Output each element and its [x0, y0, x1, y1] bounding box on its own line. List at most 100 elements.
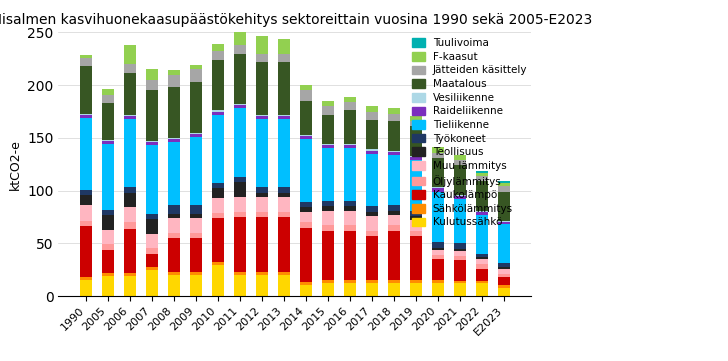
Bar — [124, 119, 136, 187]
Bar — [256, 53, 268, 62]
Bar — [476, 264, 488, 269]
Bar — [498, 224, 510, 263]
Bar — [410, 216, 422, 220]
Bar — [190, 82, 202, 132]
Bar — [476, 281, 488, 283]
Bar — [344, 97, 356, 102]
Bar — [190, 238, 202, 272]
Bar — [432, 280, 444, 283]
Bar — [190, 69, 202, 82]
Bar — [278, 119, 290, 187]
Bar — [278, 197, 290, 212]
Bar — [278, 115, 290, 116]
Bar — [410, 236, 422, 280]
Bar — [476, 254, 488, 257]
Bar — [102, 250, 114, 273]
Bar — [322, 148, 334, 201]
Bar — [498, 288, 510, 296]
Bar — [344, 110, 356, 144]
Bar — [212, 188, 224, 198]
Bar — [454, 249, 466, 251]
Bar — [300, 136, 312, 139]
Bar — [432, 187, 444, 188]
Bar — [410, 280, 422, 283]
Bar — [300, 286, 312, 296]
Bar — [432, 188, 444, 192]
Bar — [80, 118, 92, 190]
Bar — [146, 234, 158, 248]
Bar — [322, 115, 334, 144]
Bar — [344, 206, 356, 210]
Bar — [344, 280, 356, 283]
Bar — [167, 138, 180, 139]
Bar — [388, 152, 400, 155]
Bar — [476, 171, 488, 176]
Bar — [212, 213, 224, 218]
Bar — [388, 114, 400, 121]
Bar — [212, 60, 224, 110]
Bar — [278, 217, 290, 272]
Bar — [322, 206, 334, 210]
Bar — [102, 141, 114, 144]
Bar — [388, 121, 400, 151]
Bar — [365, 236, 378, 280]
Bar — [80, 66, 92, 114]
Bar — [344, 201, 356, 206]
Bar — [410, 220, 422, 231]
Bar — [388, 210, 400, 215]
Bar — [432, 153, 444, 158]
Bar — [167, 214, 180, 218]
Bar — [454, 196, 466, 199]
Bar — [322, 231, 334, 280]
Bar — [388, 205, 400, 210]
Bar — [454, 165, 466, 195]
Bar — [454, 260, 466, 281]
Bar — [234, 212, 246, 217]
Bar — [146, 270, 158, 296]
Bar — [190, 134, 202, 137]
Bar — [476, 215, 488, 254]
Bar — [124, 45, 136, 64]
Bar — [300, 91, 312, 101]
Bar — [410, 116, 422, 121]
Bar — [344, 144, 356, 145]
Bar — [190, 132, 202, 134]
Bar — [432, 248, 444, 250]
Bar — [388, 280, 400, 283]
Bar — [80, 221, 92, 226]
Bar — [146, 91, 158, 141]
Bar — [498, 263, 510, 266]
Bar — [432, 147, 444, 153]
Bar — [167, 233, 180, 238]
Bar — [167, 205, 180, 214]
Bar — [454, 281, 466, 283]
Bar — [102, 215, 114, 230]
Bar — [234, 26, 246, 45]
Bar — [256, 272, 268, 275]
Bar — [256, 116, 268, 119]
Bar — [124, 116, 136, 119]
Bar — [146, 214, 158, 219]
Bar — [278, 275, 290, 296]
Bar — [190, 205, 202, 214]
Bar — [476, 269, 488, 281]
Bar — [102, 95, 114, 103]
Bar — [124, 193, 136, 208]
Bar — [432, 192, 444, 242]
Bar — [167, 142, 180, 205]
Bar — [212, 265, 224, 296]
Bar — [365, 216, 378, 231]
Bar — [80, 115, 92, 118]
Bar — [365, 149, 378, 151]
Bar — [365, 280, 378, 283]
Bar — [167, 87, 180, 138]
Bar — [212, 112, 224, 115]
Bar — [124, 115, 136, 116]
Bar — [256, 217, 268, 272]
Bar — [102, 244, 114, 250]
Bar — [234, 182, 246, 197]
Bar — [410, 156, 422, 157]
Bar — [102, 90, 114, 95]
Bar — [322, 210, 334, 225]
Bar — [124, 229, 136, 273]
